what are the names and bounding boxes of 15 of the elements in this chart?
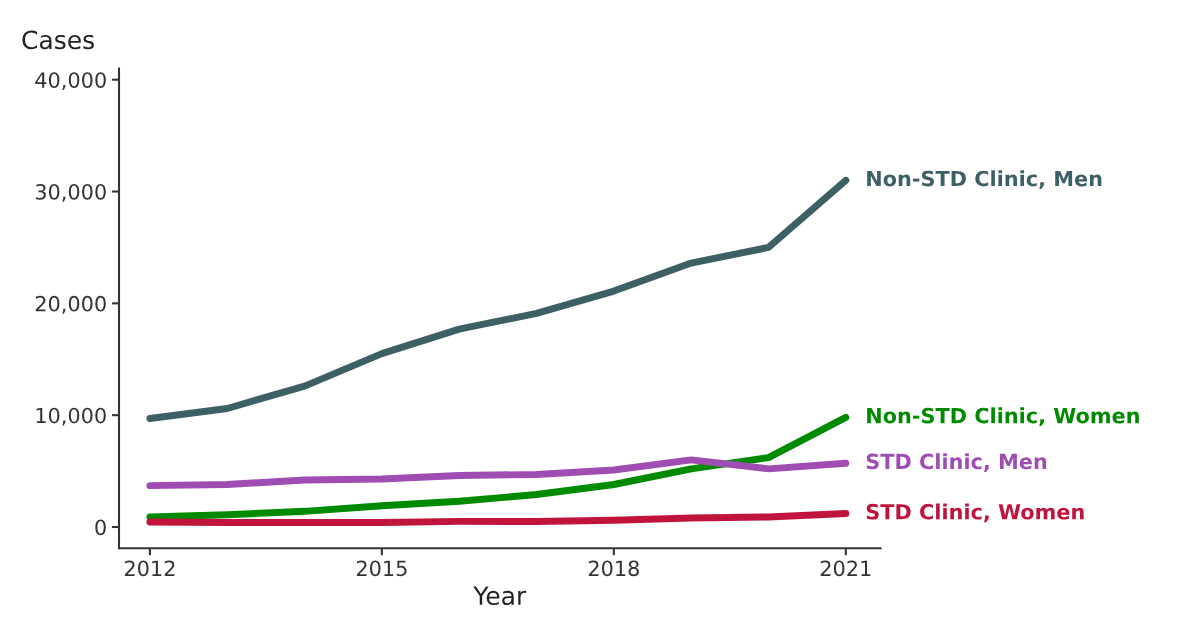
y-tick-label: 0: [95, 519, 106, 536]
x-axis-title: Year: [473, 586, 527, 606]
x-tick-label: 2021: [820, 560, 871, 577]
series-label: Non-STD Clinic, Women: [867, 407, 1139, 427]
x-tick-label: 2018: [588, 560, 639, 577]
x-tick-label: 2012: [124, 560, 175, 577]
series-label: Non-STD Clinic, Men: [867, 170, 1102, 190]
y-axis-title: Cases: [22, 30, 94, 50]
series-label: STD Clinic, Women: [866, 503, 1084, 523]
y-tick-label: 40,000: [35, 72, 106, 91]
y-tick-label: 30,000: [35, 183, 106, 202]
y-tick-label: 20,000: [35, 295, 106, 314]
y-tick-label: 10,000: [36, 407, 106, 426]
series-label: STD Clinic, Men: [866, 453, 1047, 472]
x-tick-label: 2015: [356, 560, 407, 577]
